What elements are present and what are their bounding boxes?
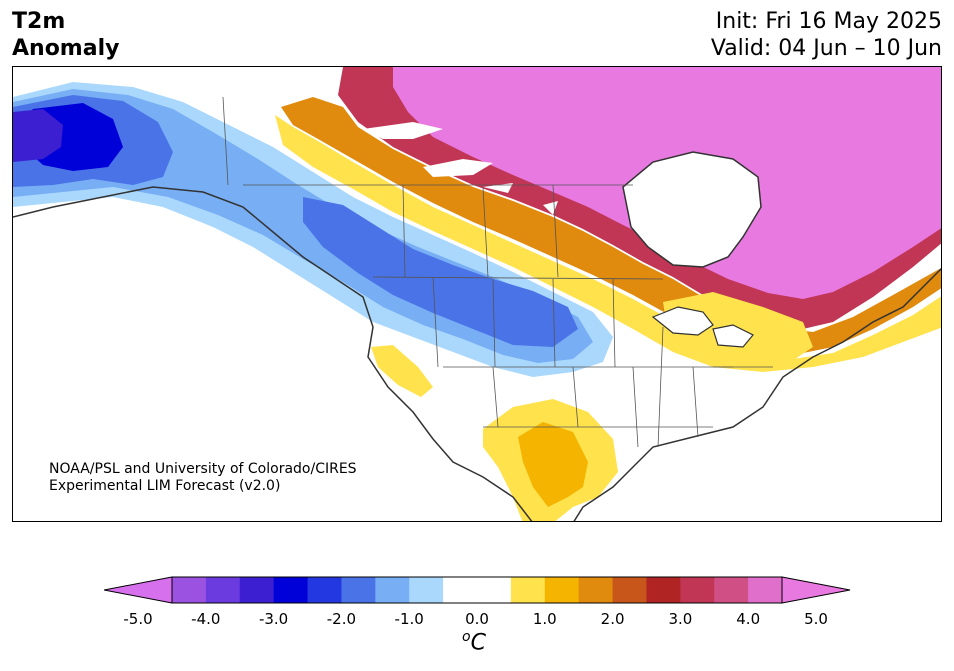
colorbar-tick-label: -4.0 [191, 610, 221, 628]
temperature-anomaly-map [13, 67, 941, 521]
title-line-2: Anomaly [12, 36, 120, 61]
colorbar-segment [477, 577, 512, 603]
colorbar-segment [273, 577, 309, 603]
colorbar-segment [646, 577, 681, 603]
colorbar-segment [239, 577, 275, 603]
colorbar-tick-labels: -5.0 -4.0 -3.0 -2.0 -1.0 0.0 1.0 2.0 3.0 4.0 5.0 [0, 610, 954, 630]
colorbar-tick-label: 1.0 [532, 610, 557, 628]
colorbar-extend-high [781, 576, 851, 604]
coastline [13, 186, 941, 521]
title-line-1: T2m [12, 9, 66, 34]
colorbar-tick-label: -5.0 [123, 610, 153, 628]
init-date: Init: Fri 16 May 2025 [715, 9, 942, 34]
lakes-north [363, 122, 558, 215]
forecast-dates: Init: Fri 16 May 2025 Valid: 04 Jun – 10… [711, 8, 942, 62]
valid-date: Valid: 04 Jun – 10 Jun [710, 36, 942, 61]
map-panel [12, 66, 942, 522]
colorbar-segment [748, 577, 783, 603]
colorbar-tick-label: -2.0 [326, 610, 357, 628]
colorbar-frame [171, 576, 783, 604]
colorbar-tick-label: 2.0 [600, 610, 625, 628]
colorbar-segment [375, 577, 410, 603]
colorbar-tick-label: 0.0 [465, 610, 489, 628]
colorbar-segment [714, 577, 749, 603]
anomaly-yellow-band [275, 115, 941, 372]
colorbar-segment [510, 577, 546, 603]
anomaly-cold-strong [13, 95, 578, 347]
units-superscript: o [462, 629, 471, 645]
anomaly-orange-band [281, 97, 941, 355]
anomaly-cold-purple [13, 109, 63, 162]
colorbar-tick-label: 5.0 [804, 610, 828, 628]
colorbar-segments [172, 577, 783, 603]
units-label: oC [462, 629, 486, 655]
political-boundaries [222, 96, 773, 448]
colorbar-tick-label: -1.0 [394, 610, 424, 628]
colorbar-extend-low [104, 576, 173, 604]
anomaly-warm-texas-core [518, 422, 588, 507]
map-title: T2m Anomaly [12, 8, 119, 62]
colorbar-tick-label: 3.0 [668, 610, 693, 628]
colorbar-tick-label: 4.0 [736, 610, 761, 628]
colorbar-segment [443, 577, 478, 603]
units-base: C [470, 630, 486, 656]
colorbar-segment [307, 577, 342, 603]
credit-line-1: NOAA/PSL and University of Colorado/CIRE… [49, 461, 357, 477]
colorbar-tick-label: -3.0 [258, 610, 289, 628]
colorbar-segment [172, 577, 207, 603]
colorbar-segment [578, 577, 614, 603]
colorbar-segment [341, 577, 376, 603]
colorbar-segment [680, 577, 715, 603]
hudson-bay [622, 151, 762, 268]
colorbar-segment [409, 577, 444, 603]
great-lakes [651, 306, 754, 348]
colorbar-segment [205, 577, 241, 603]
colorbar-segment [544, 577, 580, 603]
anomaly-warm-southwest [371, 345, 433, 397]
credit-text: NOAA/PSL and University of Colorado/CIRE… [49, 461, 357, 495]
colorbar [104, 576, 851, 604]
credit-line-2: Experimental LIM Forecast (v2.0) [49, 478, 281, 494]
colorbar-segment [612, 577, 647, 603]
